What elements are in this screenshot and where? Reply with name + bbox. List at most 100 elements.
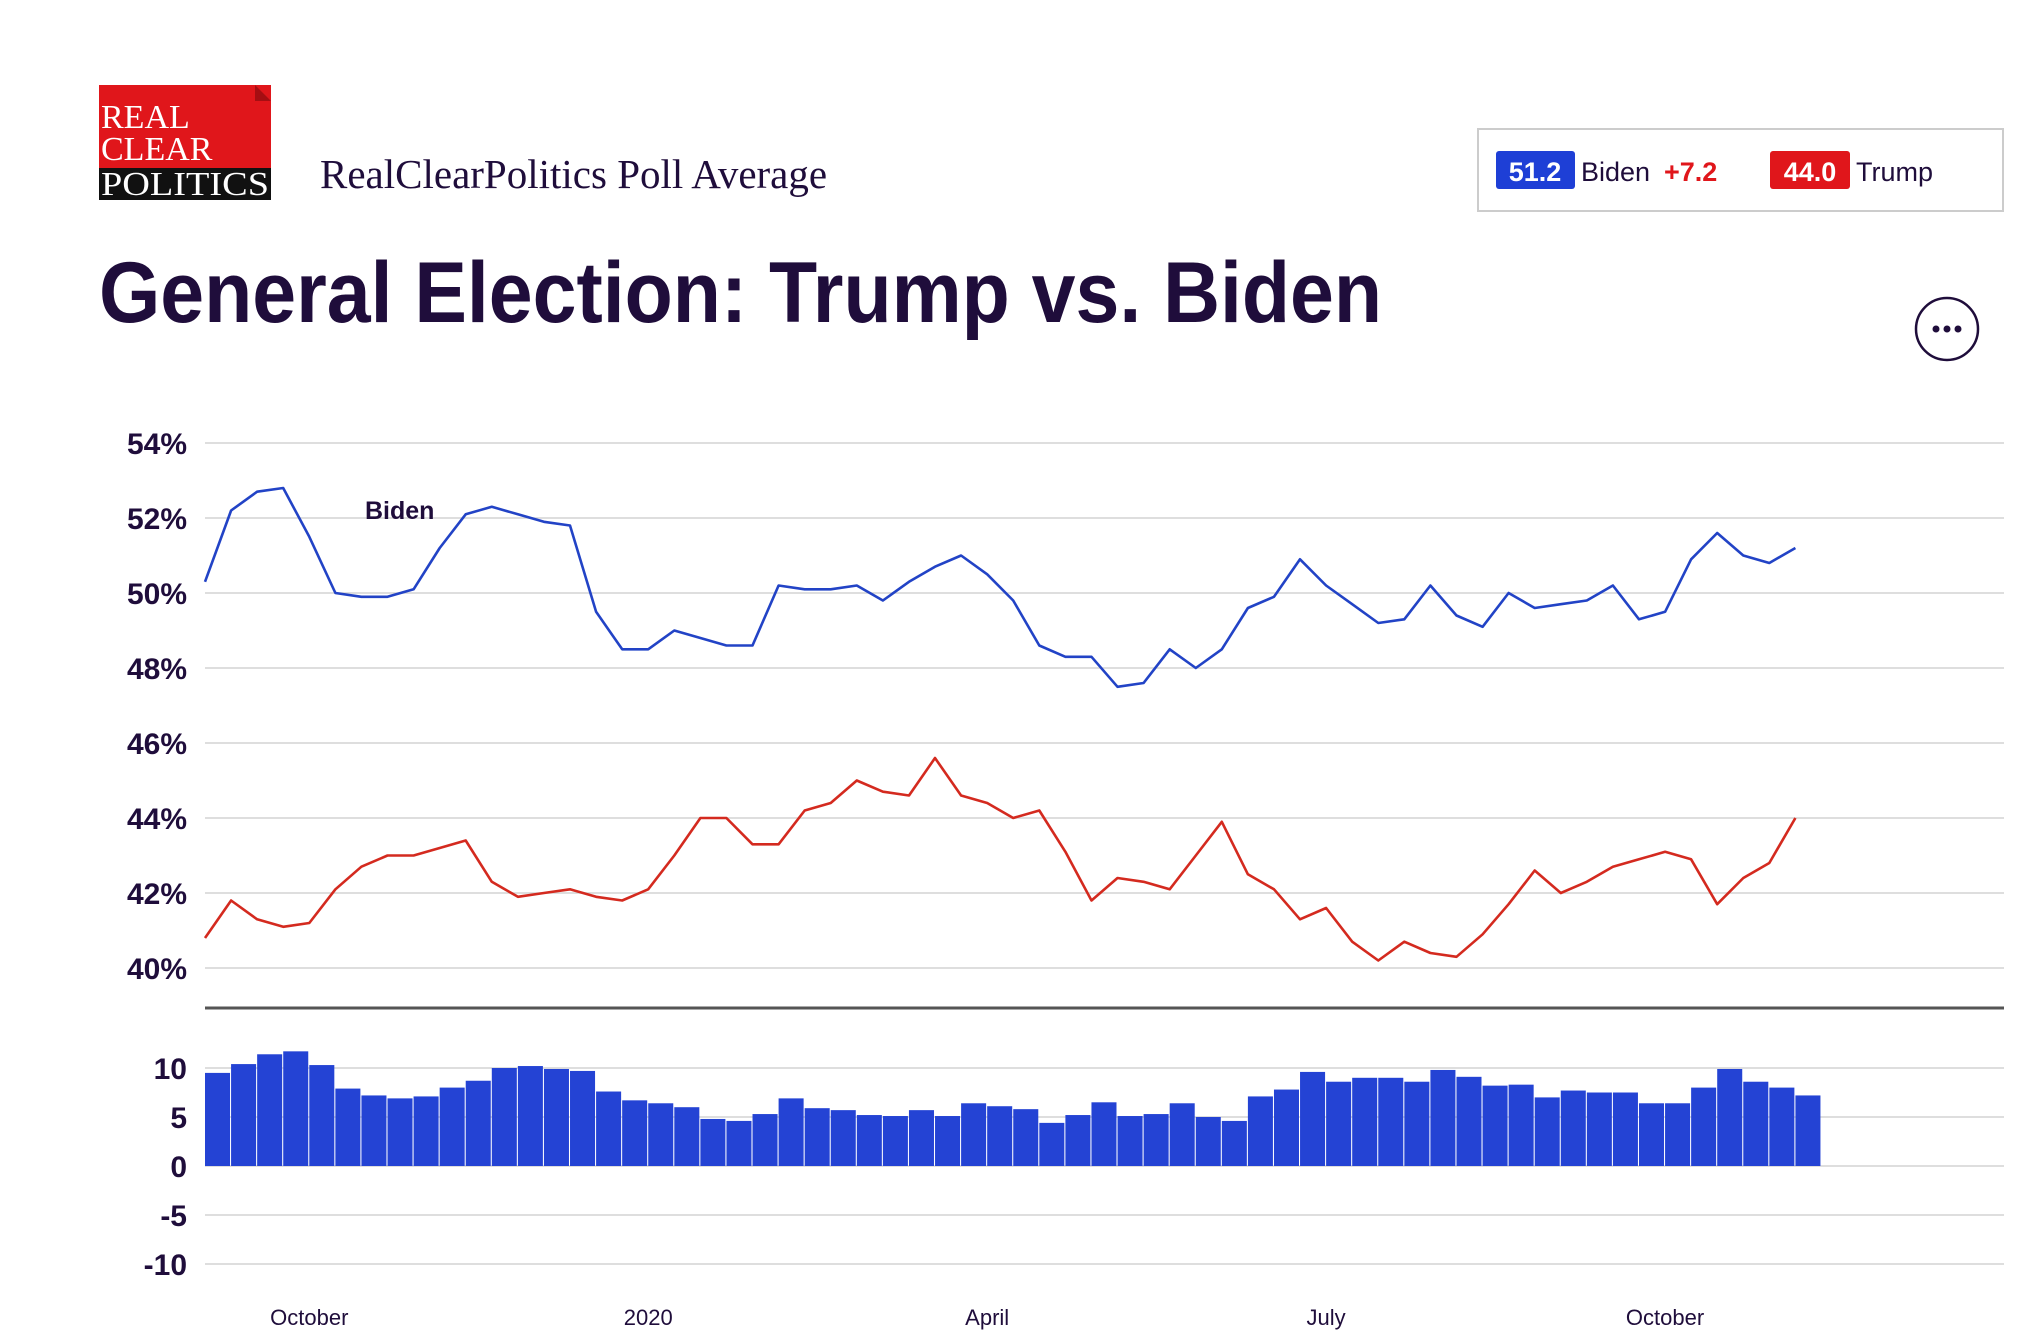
bar — [570, 1070, 596, 1166]
bar — [1508, 1084, 1534, 1166]
logo-text: CLEAR — [101, 131, 213, 168]
x-tick-label: July — [1307, 1305, 1346, 1330]
bar — [1117, 1116, 1143, 1166]
bar — [1326, 1081, 1352, 1166]
legend-badge — [1770, 151, 1850, 189]
bar — [674, 1107, 700, 1166]
bar — [752, 1114, 778, 1166]
bar — [439, 1087, 465, 1166]
series-line — [203, 486, 1797, 689]
y-tick-label: 0 — [170, 1151, 187, 1184]
bar — [1691, 1087, 1717, 1166]
legend-box — [1477, 128, 2004, 212]
bar — [726, 1120, 752, 1166]
bar — [257, 1054, 283, 1166]
bar — [491, 1068, 517, 1166]
bar — [1404, 1081, 1430, 1166]
x-tick-label: 2020 — [624, 1305, 673, 1330]
bar — [1013, 1109, 1039, 1166]
logo-text: REAL — [101, 99, 190, 136]
bar — [1430, 1069, 1456, 1166]
bar — [1247, 1096, 1273, 1166]
menu-dot — [1932, 325, 1940, 333]
bar — [1665, 1103, 1691, 1166]
bar — [648, 1103, 674, 1166]
y-tick-label: 48% — [127, 653, 187, 686]
logo-fold — [255, 85, 271, 101]
y-tick-label: 40% — [127, 953, 187, 986]
bar — [517, 1066, 543, 1166]
bar — [856, 1115, 882, 1166]
bar — [1638, 1103, 1665, 1166]
bar — [1586, 1092, 1612, 1166]
bar — [908, 1110, 934, 1166]
x-tick-label: October — [270, 1305, 348, 1330]
menu-dot — [1943, 325, 1951, 333]
bar — [1169, 1103, 1195, 1166]
bar — [1795, 1095, 1821, 1166]
bar — [1091, 1102, 1117, 1166]
y-tick-label: 44% — [127, 803, 187, 836]
subtitle: RealClearPolitics Poll Average — [320, 151, 827, 197]
bar — [543, 1068, 569, 1166]
bar — [1717, 1068, 1743, 1166]
y-tick-label: 50% — [127, 578, 187, 611]
y-tick-label: 5 — [170, 1102, 187, 1135]
bar — [882, 1116, 908, 1166]
legend-name: Biden — [1581, 157, 1650, 187]
bar — [283, 1051, 309, 1166]
y-tick-label: 54% — [127, 428, 187, 461]
bar — [935, 1116, 961, 1166]
bar — [700, 1118, 726, 1166]
bar — [1300, 1071, 1326, 1166]
bar — [778, 1098, 804, 1166]
x-tick-label: April — [965, 1305, 1009, 1330]
bar — [987, 1106, 1013, 1166]
bar — [335, 1088, 361, 1166]
series-line — [203, 756, 1797, 962]
bar — [387, 1098, 413, 1166]
bar — [1195, 1117, 1221, 1166]
bar — [1143, 1114, 1169, 1166]
bar — [622, 1100, 648, 1166]
legend-value: 51.2 — [1509, 157, 1562, 187]
bar — [961, 1103, 987, 1166]
bar — [1378, 1077, 1404, 1166]
annotation: Biden — [365, 497, 434, 525]
legend-badge — [1496, 151, 1575, 189]
bar — [1743, 1081, 1769, 1166]
bar — [465, 1080, 491, 1166]
y-tick-label: -5 — [160, 1200, 187, 1233]
logo-band — [99, 168, 271, 200]
y-tick-label: 46% — [127, 728, 187, 761]
y-tick-label: 42% — [127, 878, 187, 911]
bar — [1612, 1092, 1638, 1166]
menu-dot — [1954, 325, 1962, 333]
bar — [1482, 1085, 1508, 1166]
bar — [1221, 1120, 1247, 1166]
menu-button[interactable] — [1914, 296, 1980, 362]
bar — [205, 1072, 231, 1166]
bar — [1039, 1122, 1065, 1166]
bar — [1065, 1115, 1091, 1166]
legend-value: 44.0 — [1784, 157, 1837, 187]
bar — [596, 1091, 622, 1166]
bar — [1769, 1087, 1795, 1166]
bar — [1456, 1076, 1482, 1166]
bar — [361, 1095, 387, 1166]
chart-title: General Election: Trump vs. Biden — [99, 245, 1382, 341]
y-tick-label: 10 — [154, 1053, 187, 1086]
bar — [231, 1064, 257, 1166]
bar — [1534, 1097, 1560, 1166]
bar — [830, 1110, 856, 1166]
bar — [413, 1096, 439, 1166]
bar — [1352, 1077, 1378, 1166]
bar — [309, 1065, 335, 1166]
legend-spread: +7.2 — [1664, 157, 1717, 187]
bar — [1273, 1089, 1300, 1166]
legend-name: Trump — [1856, 157, 1933, 187]
x-tick-label: October — [1626, 1305, 1704, 1330]
y-tick-label: 52% — [127, 503, 187, 536]
